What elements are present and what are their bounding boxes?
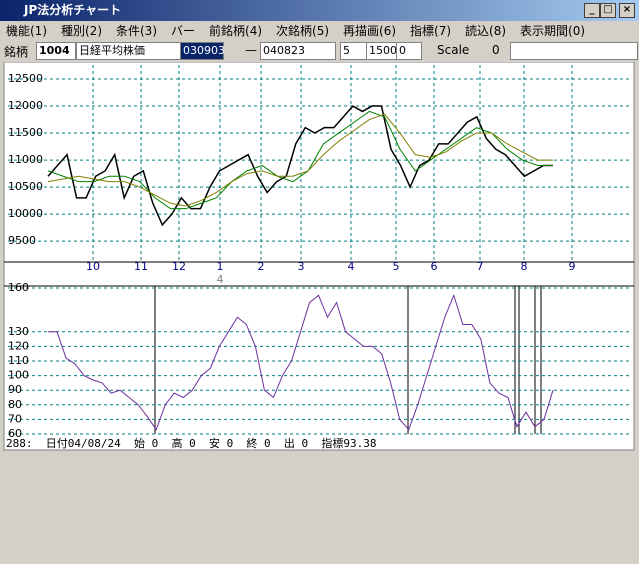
close[interactable]: × <box>619 3 635 18</box>
y-tick-label: 90 <box>8 383 22 396</box>
x-tick-label: 12 <box>172 260 186 273</box>
menu-item[interactable]: 表示期間(0) <box>520 24 586 38</box>
zero-label: 0 <box>492 43 500 57</box>
menu-item[interactable]: 条件(3) <box>116 24 157 38</box>
y-tick-label: 100 <box>8 369 29 382</box>
name-box[interactable]: 日経平均株価 <box>76 42 182 60</box>
scale-label: Scale <box>437 43 470 57</box>
year-label: 4 <box>217 273 224 286</box>
n2-box[interactable]: 1500 <box>366 42 398 60</box>
code-box[interactable]: 1004 <box>36 42 76 60</box>
y-tick-label: 110 <box>8 354 29 367</box>
y-tick-label: 12500 <box>8 72 43 85</box>
signal-lines <box>154 286 542 434</box>
x-tick-label: 2 <box>258 260 265 273</box>
minimize[interactable]: _ <box>584 3 600 18</box>
y-tick-label: 160 <box>8 281 29 294</box>
dash: — <box>245 43 257 57</box>
x-tick-label: 1 <box>217 260 224 273</box>
x-tick-label: 8 <box>521 260 528 273</box>
series-line <box>48 293 554 431</box>
y-tick-label: 9500 <box>8 234 36 247</box>
menu-item[interactable]: 読込(8) <box>465 24 507 38</box>
menu-item[interactable]: 機能(1) <box>6 24 47 38</box>
y-tick-label: 11000 <box>8 153 43 166</box>
title-bar: JP法分析チャート _ □ × <box>0 0 639 21</box>
y-tick-label: 70 <box>8 412 22 425</box>
menu-item[interactable]: 指標(7) <box>410 24 452 38</box>
window-title: JP法分析チャート <box>24 3 122 17</box>
label: 銘柄 <box>4 45 29 59</box>
x-tick-label: 4 <box>348 260 355 273</box>
series-line <box>47 110 553 210</box>
menu-item[interactable]: 前銘柄(4) <box>209 24 263 38</box>
toolbar: 銘柄 1004 日経平均株価 030903 — 040823 5 1500 0 … <box>0 40 639 60</box>
y-tick-label: 10000 <box>8 207 43 220</box>
x-tick-label: 7 <box>477 260 484 273</box>
n3-box[interactable]: 0 <box>396 42 422 60</box>
maximize[interactable]: □ <box>600 3 616 18</box>
y-tick-label: 130 <box>8 325 29 338</box>
y-tick-label: 80 <box>8 398 22 411</box>
chart: 288: 日付04/08/24 始 0 高 0 安 0 終 0 出 0 指標93… <box>3 62 635 451</box>
y-tick-label: 11500 <box>8 126 43 139</box>
x-tick-label: 5 <box>393 260 400 273</box>
scrollbar[interactable] <box>510 42 638 60</box>
y-tick-label: 10500 <box>8 180 43 193</box>
status: 288: 日付04/08/24 始 0 高 0 安 0 終 0 出 0 指標93… <box>6 436 377 450</box>
y-tick-label: 60 <box>8 427 22 440</box>
x-tick-label: 9 <box>569 260 576 273</box>
menu-bar: 機能(1) 種別(2) 条件(3) バー 前銘柄(4) 次銘柄(5) 再描画(6) 指標(7)… <box>6 22 585 40</box>
from-date[interactable]: 030903 <box>180 42 225 60</box>
menu-item[interactable]: 種別(2) <box>61 24 102 38</box>
series-line <box>47 105 553 227</box>
series-line <box>47 113 553 207</box>
x-tick-label: 11 <box>134 260 148 273</box>
n1-box[interactable]: 5 <box>340 42 368 60</box>
y-tick-label: 120 <box>8 339 29 352</box>
menu-item[interactable]: バー <box>171 24 196 38</box>
x-tick-label: 3 <box>298 260 305 273</box>
menu-item[interactable]: 再描画(6) <box>343 24 397 38</box>
x-tick-label: 6 <box>431 260 438 273</box>
to-date[interactable]: 040823 <box>260 42 336 60</box>
y-tick-label: 12000 <box>8 99 43 112</box>
chart-bg <box>3 62 635 451</box>
menu-item[interactable]: 次銘柄(5) <box>276 24 330 38</box>
x-tick-label: 10 <box>86 260 100 273</box>
